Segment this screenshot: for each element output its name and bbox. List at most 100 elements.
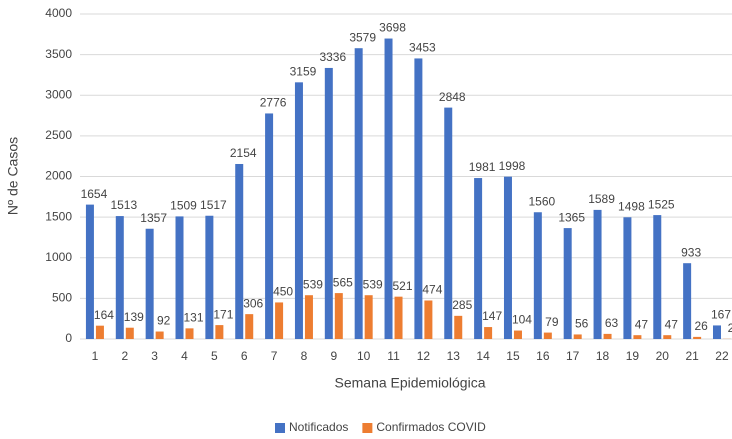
data-label: 521 bbox=[393, 279, 413, 293]
data-label: 3453 bbox=[409, 41, 436, 55]
x-tick-label: 4 bbox=[181, 349, 188, 363]
bar bbox=[125, 327, 134, 339]
data-label: 306 bbox=[243, 296, 263, 310]
x-tick-label: 10 bbox=[357, 349, 371, 363]
data-label: 1513 bbox=[110, 198, 137, 212]
bar bbox=[275, 302, 284, 339]
bar bbox=[623, 217, 632, 339]
data-label: 56 bbox=[575, 317, 589, 331]
x-tick-label: 11 bbox=[387, 349, 400, 363]
data-label: 539 bbox=[303, 277, 323, 291]
data-label: 933 bbox=[681, 245, 701, 259]
x-tick-label: 12 bbox=[417, 349, 431, 363]
x-tick-label: 16 bbox=[536, 349, 550, 363]
x-tick-label: 17 bbox=[566, 349, 580, 363]
data-label: 474 bbox=[422, 283, 442, 297]
data-label: 1517 bbox=[200, 198, 227, 212]
bar bbox=[304, 295, 313, 339]
x-axis-label: Semana Epidemiológica bbox=[335, 375, 486, 391]
data-label: 1498 bbox=[618, 199, 645, 213]
y-tick-label: 3000 bbox=[45, 87, 72, 101]
data-label: 92 bbox=[157, 314, 171, 328]
data-label: 147 bbox=[482, 309, 502, 323]
bar bbox=[384, 38, 393, 339]
data-label: 3336 bbox=[319, 50, 346, 64]
x-tick-label: 2 bbox=[121, 349, 128, 363]
data-label: 2848 bbox=[439, 90, 466, 104]
x-tick-label: 5 bbox=[211, 349, 218, 363]
bar bbox=[215, 325, 224, 339]
legend-swatch bbox=[275, 423, 285, 433]
data-label: 565 bbox=[333, 275, 353, 289]
bar bbox=[85, 204, 94, 339]
bar bbox=[474, 178, 483, 339]
bar bbox=[115, 216, 124, 339]
y-tick-label: 1000 bbox=[45, 250, 72, 264]
bar bbox=[364, 295, 373, 339]
data-label: 79 bbox=[545, 315, 559, 329]
x-tick-label: 6 bbox=[241, 349, 248, 363]
bar bbox=[334, 293, 343, 339]
bar bbox=[513, 330, 522, 339]
y-axis-label: Nº de Casos bbox=[5, 137, 21, 215]
data-label: 139 bbox=[124, 310, 144, 324]
bar bbox=[543, 332, 552, 339]
data-label: 2154 bbox=[230, 146, 257, 160]
x-tick-label: 8 bbox=[301, 349, 308, 363]
bar bbox=[294, 82, 303, 340]
data-label: 1365 bbox=[558, 210, 585, 224]
data-label: 1509 bbox=[170, 199, 197, 213]
data-label: 1357 bbox=[140, 211, 167, 225]
bar bbox=[414, 58, 423, 339]
data-label: 450 bbox=[273, 285, 293, 299]
bar bbox=[693, 336, 702, 339]
data-label: 1981 bbox=[469, 160, 496, 174]
legend-swatch bbox=[362, 423, 373, 433]
x-tick-label: 20 bbox=[656, 349, 670, 363]
bar bbox=[712, 325, 721, 339]
bar bbox=[155, 331, 164, 339]
x-tick-label: 18 bbox=[596, 349, 610, 363]
data-label: 3579 bbox=[349, 30, 376, 44]
bar bbox=[205, 215, 214, 339]
data-label: 63 bbox=[605, 316, 619, 330]
data-label: 1560 bbox=[528, 194, 555, 208]
bar bbox=[95, 325, 104, 339]
x-tick-label: 13 bbox=[447, 349, 461, 363]
bar bbox=[354, 48, 363, 340]
data-label: 164 bbox=[94, 308, 114, 322]
y-tick-label: 0 bbox=[65, 331, 72, 345]
x-tick-label: 22 bbox=[715, 349, 729, 363]
bar bbox=[394, 296, 403, 339]
x-tick-label: 1 bbox=[92, 349, 99, 363]
bar bbox=[444, 107, 453, 339]
bar bbox=[573, 334, 582, 339]
x-tick-label: 15 bbox=[506, 349, 520, 363]
bar bbox=[324, 67, 333, 339]
bar bbox=[265, 113, 274, 339]
data-label: 285 bbox=[452, 298, 472, 312]
data-label: 2 bbox=[728, 321, 732, 335]
data-label: 1589 bbox=[588, 192, 615, 206]
y-tick-label: 500 bbox=[52, 291, 72, 305]
bar bbox=[484, 327, 493, 339]
data-label: 1525 bbox=[648, 197, 675, 211]
y-tick-label: 3500 bbox=[45, 47, 72, 61]
legend-label: Confirmados COVID bbox=[376, 420, 486, 434]
x-tick-label: 3 bbox=[151, 349, 158, 363]
bar bbox=[653, 215, 662, 339]
bar bbox=[593, 209, 602, 339]
bar bbox=[424, 300, 433, 339]
data-label: 167 bbox=[711, 308, 731, 322]
bar bbox=[503, 176, 512, 339]
data-label: 47 bbox=[635, 317, 649, 331]
x-tick-label: 21 bbox=[685, 349, 699, 363]
x-tick-label: 7 bbox=[271, 349, 278, 363]
bar bbox=[454, 315, 463, 339]
bar bbox=[145, 228, 154, 339]
y-tick-label: 2500 bbox=[45, 128, 72, 142]
bar bbox=[533, 212, 542, 339]
bar bbox=[603, 333, 612, 339]
bar bbox=[683, 263, 692, 339]
